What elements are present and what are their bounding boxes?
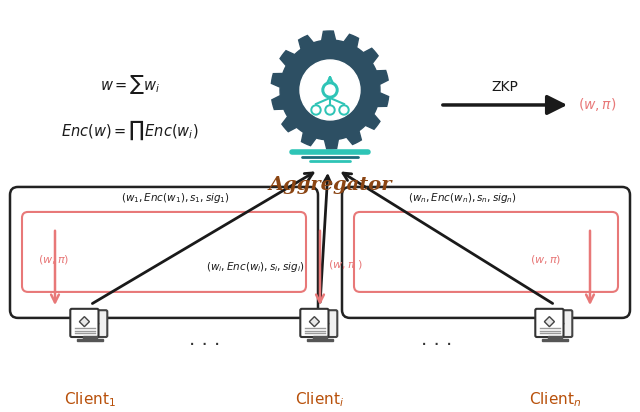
Text: . . .: . . . <box>189 330 221 349</box>
Circle shape <box>325 85 335 95</box>
Bar <box>77 339 102 341</box>
Polygon shape <box>554 318 564 329</box>
Text: $(w, \pi)$: $(w, \pi)$ <box>530 253 561 267</box>
FancyBboxPatch shape <box>535 309 563 337</box>
Text: $(w_n, Enc(w_n), s_n, sig_n)$: $(w_n, Enc(w_n), s_n, sig_n)$ <box>408 191 516 205</box>
Polygon shape <box>309 316 319 327</box>
Circle shape <box>313 107 319 113</box>
Text: ZKP: ZKP <box>492 80 518 94</box>
Circle shape <box>311 105 321 115</box>
Text: $(w_1, Enc(w_1), s_1, sig_1)$: $(w_1, Enc(w_1), s_1, sig_1)$ <box>120 191 230 205</box>
Polygon shape <box>319 318 329 329</box>
Circle shape <box>325 105 335 115</box>
Bar <box>548 336 562 339</box>
FancyBboxPatch shape <box>300 309 328 337</box>
Text: . . .: . . . <box>421 330 452 349</box>
Text: $\mathrm{Client}_{i}$: $\mathrm{Client}_{i}$ <box>296 391 344 409</box>
Circle shape <box>341 107 347 113</box>
Text: $(w, \pi)$: $(w, \pi)$ <box>38 253 69 267</box>
Text: $Enc(w) = \prod Enc(w_i)$: $Enc(w) = \prod Enc(w_i)$ <box>61 118 198 142</box>
Bar <box>83 336 97 339</box>
FancyBboxPatch shape <box>545 310 572 337</box>
Text: $(w, \pi\ )$: $(w, \pi\ )$ <box>328 258 363 272</box>
Circle shape <box>327 107 333 113</box>
FancyBboxPatch shape <box>310 310 337 337</box>
Text: $\mathrm{Client}_{n}$: $\mathrm{Client}_{n}$ <box>529 391 581 409</box>
Polygon shape <box>89 318 99 329</box>
FancyBboxPatch shape <box>81 310 108 337</box>
Text: $(w, \pi)$: $(w, \pi)$ <box>578 96 616 113</box>
Bar <box>313 336 327 339</box>
Polygon shape <box>545 316 554 327</box>
Circle shape <box>339 105 349 115</box>
Circle shape <box>322 82 338 98</box>
FancyBboxPatch shape <box>70 309 99 337</box>
Text: $(w_i, Enc(w_i), s_i, sig_i)$: $(w_i, Enc(w_i), s_i, sig_i)$ <box>205 260 304 274</box>
Text: Aggregator: Aggregator <box>268 176 392 194</box>
Polygon shape <box>271 31 388 149</box>
Bar <box>543 339 568 341</box>
Bar <box>307 339 333 341</box>
Circle shape <box>300 60 360 120</box>
Text: $w = \sum w_i$: $w = \sum w_i$ <box>100 73 160 96</box>
Text: $\mathrm{Client}_{1}$: $\mathrm{Client}_{1}$ <box>64 391 116 409</box>
Polygon shape <box>79 316 90 327</box>
